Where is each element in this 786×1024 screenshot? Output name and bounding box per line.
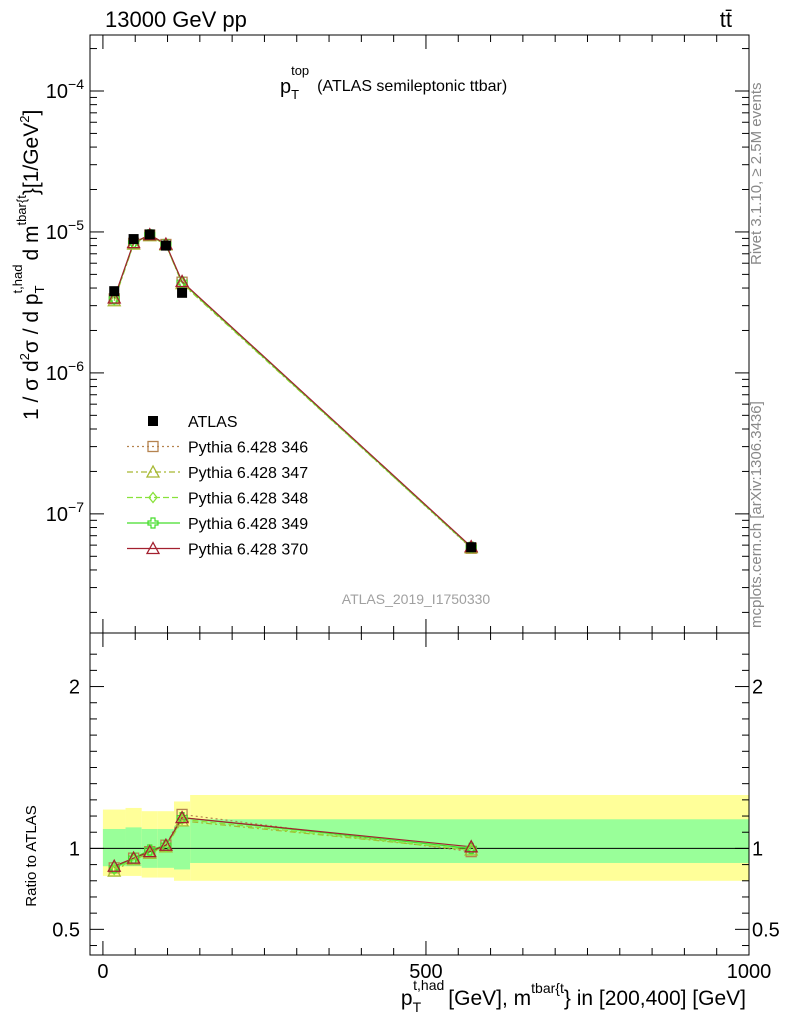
main-series-line-5 xyxy=(113,234,472,548)
atlas-data-point xyxy=(144,229,155,240)
atlas-data-point xyxy=(160,240,171,251)
ratio-uncertainty-bands xyxy=(102,795,749,881)
main-ylabel-part5: ] xyxy=(20,110,43,116)
y-tick-exp: −6 xyxy=(68,358,84,374)
main-series-lines xyxy=(113,234,472,549)
main-series-point-5 xyxy=(107,290,122,304)
main-ylabel-sq1: 2 xyxy=(17,353,32,360)
y-tick-base: 10 xyxy=(46,81,68,103)
ratio-y-tick-label-right: 1 xyxy=(752,838,763,860)
ratio-series-markers xyxy=(107,808,479,877)
legend: ATLAS Pythia 6.428 346 Pythia 6.428 347 Pyt… xyxy=(127,414,308,559)
main-ylabel-part1: 1 / σ d xyxy=(20,360,43,420)
main-ylabel-sq2: 2 xyxy=(17,116,32,123)
main-panel-axes: 10−410−510−610−7 xyxy=(46,34,750,634)
plot-title-main: p xyxy=(280,76,291,98)
main-ylabel: 1 / σ d2σ / d pTt,hadd mtbar{t}[1/GeV2] xyxy=(10,110,47,420)
rivet-version-label: Rivet 3.1.10, ≥ 2.5M events xyxy=(748,83,765,266)
stat-uncertainty-band xyxy=(173,825,191,870)
main-series-point-5 xyxy=(174,274,190,288)
xlabel-p: p xyxy=(401,987,413,1010)
xlabel-tbar: tbar{t xyxy=(531,980,564,996)
legend-atlas-marker xyxy=(148,416,158,426)
legend-marker-2 xyxy=(145,464,161,478)
ratio-series-point-3 xyxy=(466,843,477,857)
header-right: tt̄ xyxy=(720,7,732,32)
legend-label-atlas: ATLAS xyxy=(188,414,238,431)
legend-marker-3 xyxy=(148,491,158,504)
ratio-series-point-5 xyxy=(174,810,190,824)
main-ylabel-part3: d m xyxy=(20,226,43,261)
y-tick-exp: −4 xyxy=(68,76,84,92)
ratio-y-tick-label-right: 0.5 xyxy=(752,919,780,941)
xlabel-T: T xyxy=(413,999,422,1015)
plot-title-sub: T xyxy=(291,87,299,102)
y-tick-label: 10−6 xyxy=(46,358,84,385)
ratio-series-point-1 xyxy=(176,808,188,821)
main-ylabel-T: T xyxy=(32,285,47,293)
y-tick-label: 10−4 xyxy=(46,76,84,103)
ratio-ylabel: Ratio to ATLAS xyxy=(23,805,40,906)
ratio-y-tick-label-right: 2 xyxy=(752,677,763,699)
ratio-panel-axes: 0 500 1000 0.5 0.5 1 1 2 2 xyxy=(52,632,780,983)
xlabel-mid: [GeV], m xyxy=(448,987,531,1010)
header-left: 13000 GeV pp xyxy=(105,7,247,32)
y-tick-exp: −7 xyxy=(68,499,84,515)
atlas-data-point xyxy=(109,286,120,297)
ratio-series-point-5 xyxy=(107,858,122,872)
ratio-series-point-4 xyxy=(465,842,477,855)
y-tick-label: 10−7 xyxy=(46,499,84,526)
main-ylabel-part4: }[1/GeV xyxy=(20,123,43,195)
legend-marker-4 xyxy=(147,517,159,529)
ratio-y-tick-label: 0.5 xyxy=(52,919,80,941)
atlas-data-point xyxy=(128,234,139,245)
mcplots-label: mcplots.cern.ch [arXiv:1306.3436] xyxy=(748,401,765,628)
y-tick-exp: −5 xyxy=(68,217,84,233)
legend-label-1: Pythia 6.428 346 xyxy=(188,440,308,457)
stat-uncertainty-band xyxy=(190,819,749,863)
x-tick-label: 1000 xyxy=(727,961,772,983)
y-tick-base: 10 xyxy=(46,504,68,526)
ratio-frame xyxy=(89,632,750,956)
ratio-series-point-5 xyxy=(142,844,157,858)
plot-title-sup: top xyxy=(291,63,309,78)
y-tick-base: 10 xyxy=(46,222,68,244)
ratio-y-tick-label: 1 xyxy=(69,838,80,860)
legend-label-3: Pythia 6.428 348 xyxy=(188,491,308,508)
xlabel: pTt,had[GeV], mtbar{t} in [200,400] [GeV… xyxy=(401,977,746,1015)
x-tick-label: 500 xyxy=(409,961,442,983)
main-ylabel-part2: σ / d p xyxy=(20,293,43,353)
xlabel-end: } in [200,400] [GeV] xyxy=(564,987,746,1010)
y-tick-base: 10 xyxy=(46,363,68,385)
legend-marker-1 xyxy=(147,440,159,453)
x-tick-label: 0 xyxy=(97,961,108,983)
plot-title: pTtop (ATLAS semileptonic ttbar) xyxy=(280,63,507,102)
y-tick-label: 10−5 xyxy=(46,217,84,244)
ratio-series-point-3 xyxy=(109,863,120,876)
legend-label-4: Pythia 6.428 349 xyxy=(188,516,308,533)
atlas-data-point xyxy=(177,287,188,298)
legend-label-5: Pythia 6.428 370 xyxy=(188,542,308,559)
main-ylabel-thad: t,had xyxy=(10,265,25,294)
main-series-markers xyxy=(107,227,479,554)
legend-marker-5 xyxy=(145,541,161,555)
ratio-series-point-5 xyxy=(126,850,141,864)
ratio-series-point-5 xyxy=(464,839,479,853)
ratio-series-point-4 xyxy=(108,862,120,874)
stat-uncertainty-band xyxy=(102,828,126,867)
ratio-y-tick-label: 2 xyxy=(69,677,80,699)
atlas-data-point xyxy=(466,542,477,553)
legend-label-2: Pythia 6.428 347 xyxy=(188,465,308,482)
xlabel-thad: t,had xyxy=(413,977,444,993)
main-ylabel-tbar: tbar{t xyxy=(14,195,29,226)
analysis-watermark: ATLAS_2019_I1750330 xyxy=(342,591,491,607)
plot-title-rest: (ATLAS semileptonic ttbar) xyxy=(317,78,507,95)
ratio-series-point-5 xyxy=(158,837,174,851)
